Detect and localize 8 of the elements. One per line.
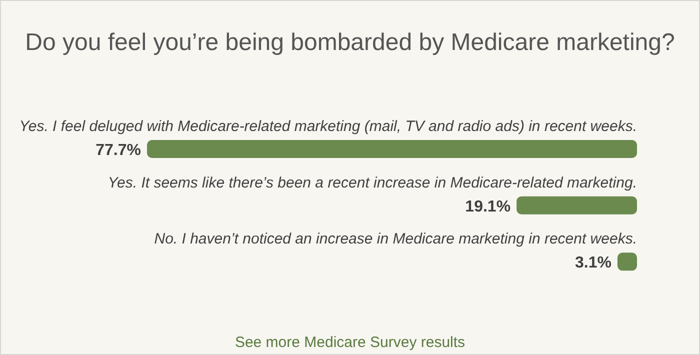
y-tick-label: Yes. It seems like there’s been a recent increase in Medicare-related marketing.: [108, 174, 637, 192]
text: See more Medicare Survey results: [234, 334, 466, 351]
chart-title: Do you feel you’re being bombarded by Medicare marketing?: [24, 29, 676, 57]
data-label: 3.1%: [574, 254, 612, 272]
y-tick-label: No. I haven’t noticed an increase in Medicare marketing in recent weeks.: [154, 230, 637, 248]
y-tick-label: Yes. I feel deluged with Medicare-related marketing (mail, TV and radio ads) in recent weeks.: [19, 118, 637, 135]
data-label: 77.7%: [96, 142, 141, 159]
data-label: 19.1%: [465, 198, 511, 216]
